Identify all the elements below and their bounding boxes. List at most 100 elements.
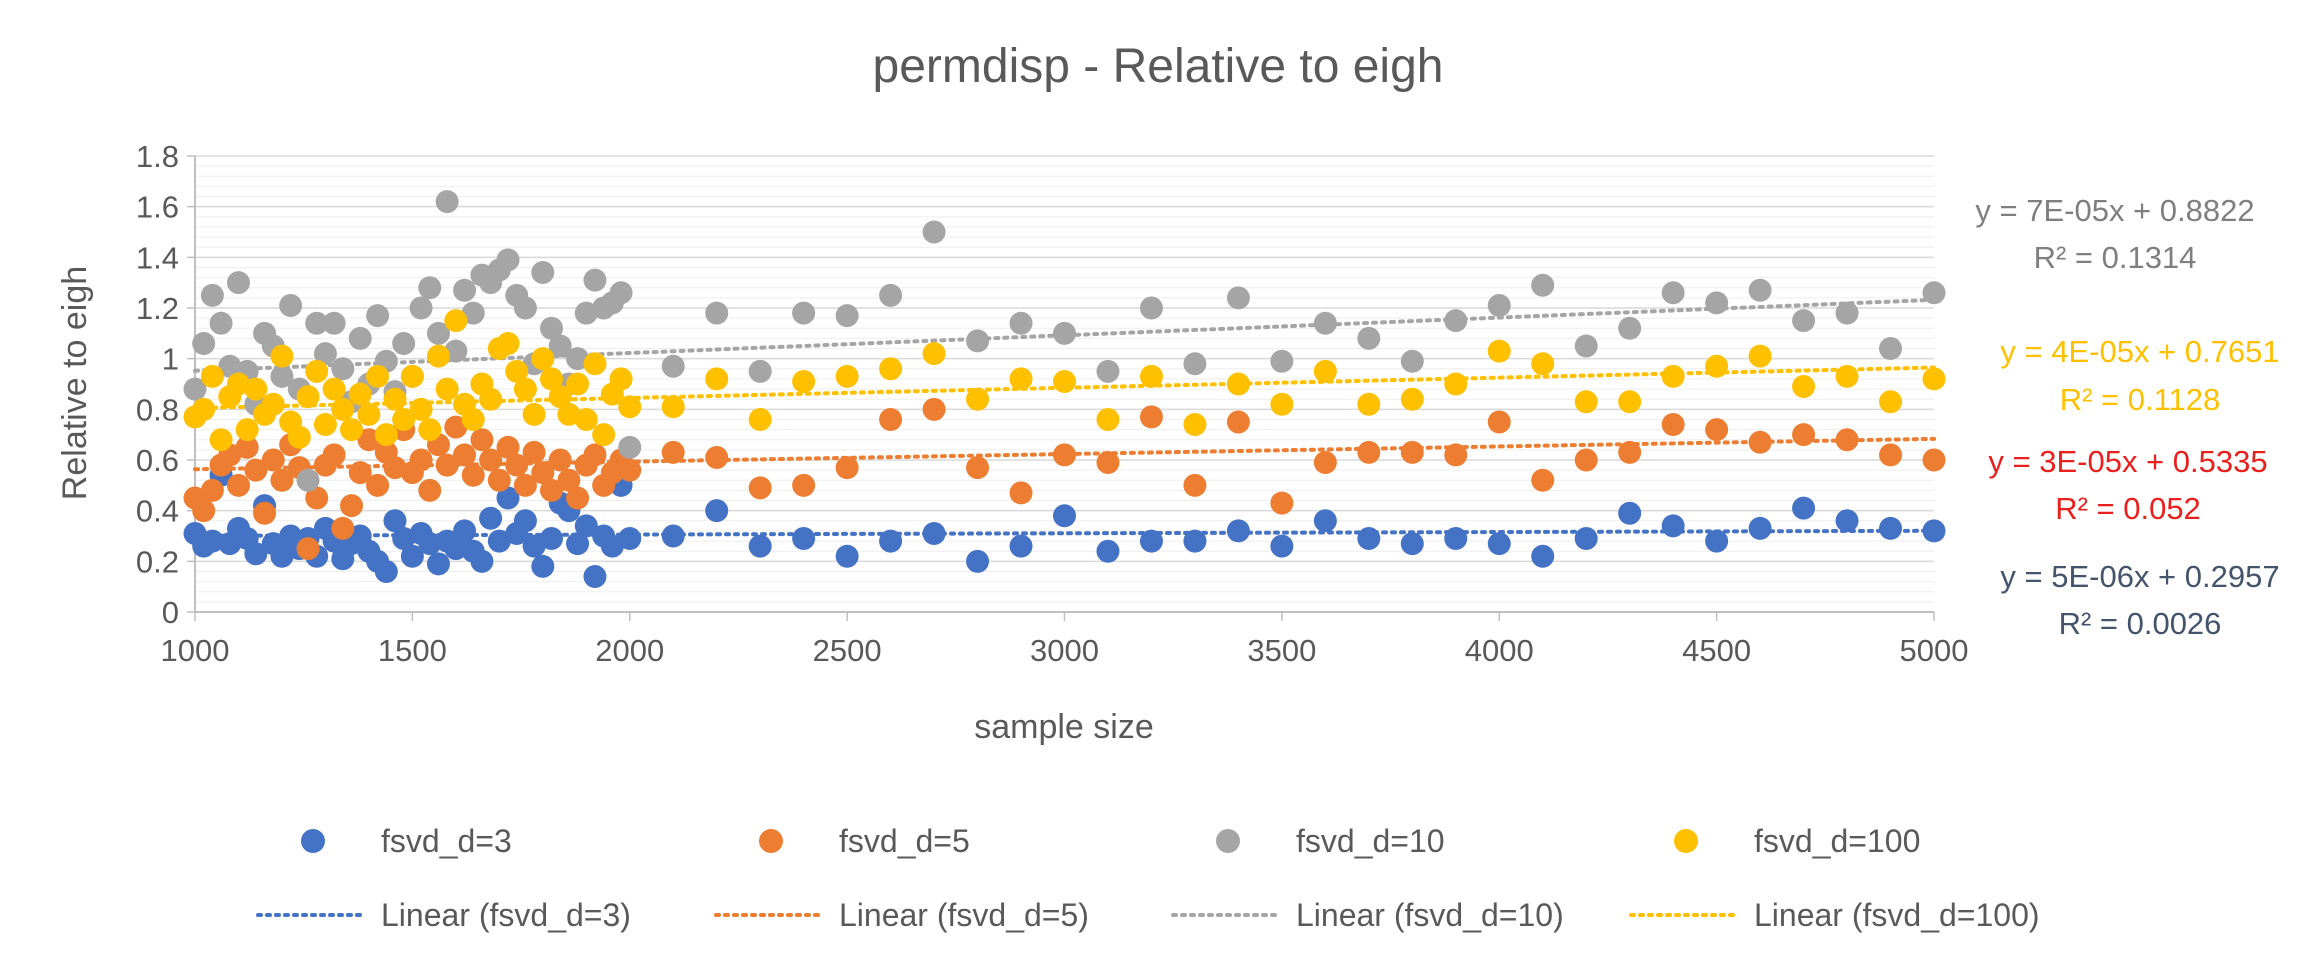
data-point xyxy=(574,514,598,538)
data-point xyxy=(1270,349,1294,373)
data-point xyxy=(513,473,537,497)
data-point xyxy=(1139,364,1163,388)
data-point xyxy=(348,382,372,406)
data-point xyxy=(661,440,685,464)
data-point xyxy=(1270,491,1294,515)
data-point xyxy=(418,418,442,442)
data-point xyxy=(792,301,816,325)
data-point xyxy=(453,278,477,302)
data-point xyxy=(1053,321,1076,345)
data-point xyxy=(792,527,816,551)
data-point xyxy=(583,352,607,376)
data-point xyxy=(705,499,729,523)
data-point xyxy=(505,453,529,477)
data-point xyxy=(270,344,294,368)
data-points xyxy=(183,190,1946,589)
data-point xyxy=(226,372,250,396)
data-point xyxy=(1487,339,1511,363)
data-point xyxy=(479,448,503,472)
series-points xyxy=(183,309,1946,452)
series-points xyxy=(183,190,1946,492)
data-point xyxy=(1226,286,1250,310)
trend-equation: y = 3E-05x + 0.5335 xyxy=(1988,444,2267,479)
trendline xyxy=(193,528,1936,538)
data-point xyxy=(548,334,572,358)
data-point xyxy=(879,357,903,381)
data-point xyxy=(1096,407,1120,431)
x-axis-label: sample size xyxy=(974,708,1154,746)
data-point xyxy=(235,435,259,459)
data-point xyxy=(409,296,433,320)
legend: fsvd_d=3 Linear (fsvd_d=3) fsvd_d=5 Linear … xyxy=(256,823,2040,933)
y-tick-label: 0.6 xyxy=(136,443,179,478)
data-point xyxy=(1139,529,1163,553)
data-point xyxy=(1705,291,1729,315)
data-point xyxy=(583,268,607,292)
data-point xyxy=(1400,532,1424,556)
data-point xyxy=(1139,405,1163,429)
trend-equations: y = 7E-05x + 0.8822 R² = 0.1314 y = 4E-05x… xyxy=(1975,193,2279,641)
y-tick-label: 1.2 xyxy=(136,291,179,326)
data-point xyxy=(879,283,903,307)
data-point xyxy=(244,542,268,566)
data-point xyxy=(296,385,320,409)
data-point xyxy=(966,387,990,411)
data-point xyxy=(1009,311,1033,335)
data-point xyxy=(1835,364,1859,388)
data-point xyxy=(531,554,555,578)
data-point xyxy=(1270,392,1294,416)
data-point xyxy=(574,407,598,431)
data-point xyxy=(253,501,277,525)
data-point xyxy=(661,354,685,378)
data-point xyxy=(557,468,581,492)
data-point xyxy=(244,377,268,401)
data-point xyxy=(522,440,546,464)
data-point xyxy=(539,527,563,551)
data-point xyxy=(966,329,990,353)
data-point xyxy=(487,529,511,553)
data-point xyxy=(1748,278,1772,302)
data-point xyxy=(453,443,477,467)
data-point xyxy=(879,529,903,553)
data-point xyxy=(331,397,355,421)
data-point xyxy=(366,473,390,497)
data-point xyxy=(1618,316,1642,340)
data-point xyxy=(583,443,607,467)
data-point xyxy=(618,527,642,551)
data-point xyxy=(566,532,590,556)
data-point xyxy=(835,544,859,568)
data-point xyxy=(1618,440,1642,464)
data-point xyxy=(1661,281,1685,305)
data-point xyxy=(392,527,416,551)
data-point xyxy=(1661,364,1685,388)
data-point xyxy=(1531,352,1555,376)
data-point xyxy=(1792,496,1816,520)
data-point xyxy=(618,395,642,419)
data-point xyxy=(1400,440,1424,464)
data-point xyxy=(1009,481,1033,505)
data-point xyxy=(922,342,946,366)
data-point xyxy=(1879,516,1903,540)
data-point xyxy=(522,402,546,426)
data-point xyxy=(426,552,450,576)
data-point xyxy=(374,559,398,583)
data-point xyxy=(192,397,216,421)
data-point xyxy=(200,529,224,553)
data-point xyxy=(922,521,946,545)
data-point xyxy=(496,486,520,510)
data-point xyxy=(348,326,372,350)
data-point xyxy=(383,509,407,533)
data-point xyxy=(357,428,381,452)
data-point xyxy=(313,342,337,366)
axes: 0 0.2 0.4 0.6 0.8 1 1.2 1.4 1.6 1.8 1000 1500 2000 25… xyxy=(136,139,1969,668)
x-tick-label: 1000 xyxy=(161,633,230,668)
data-point xyxy=(705,445,729,469)
data-point xyxy=(1313,359,1337,383)
y-tick-label: 1.8 xyxy=(136,139,179,174)
x-tick-label: 3000 xyxy=(1030,633,1099,668)
legend-trend-label: Linear (fsvd_d=3) xyxy=(381,897,631,933)
data-point xyxy=(609,281,633,305)
data-point xyxy=(444,537,468,561)
data-point xyxy=(435,190,459,214)
x-tick-label: 5000 xyxy=(1900,633,1969,668)
